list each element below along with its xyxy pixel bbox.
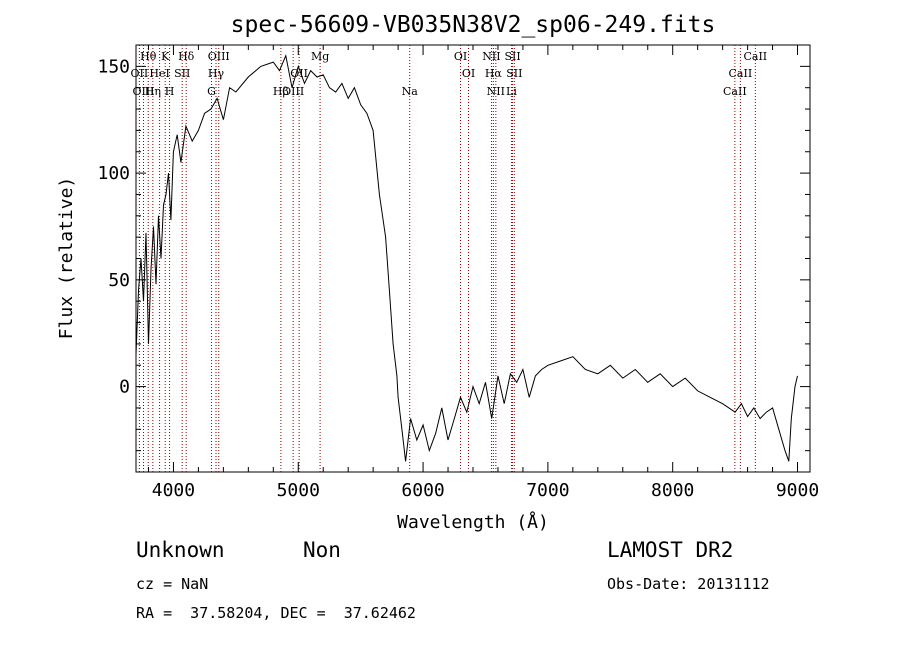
spectrum-line [135,53,798,462]
line-marker-label-15: OIII [282,85,304,98]
y-axis: 0 50 100 150 [97,44,810,473]
line-marker-label-3: Hη [145,85,161,98]
line-marker-label-17: OI [454,50,467,63]
line-marker-label-8: Hδ [178,50,195,63]
y-tick-label-2: 100 [97,163,130,184]
line-marker-label-20: SII [504,50,520,63]
line-marker-label-16: Na [402,85,419,98]
redshift-cz: cz = NaN [136,575,209,593]
line-marker-label-12: Mg [311,50,329,63]
x-axis: 4000 5000 6000 7000 8000 9000 [147,45,819,501]
object-subclass: Non [303,538,341,562]
line-marker-label-19: NII [482,50,500,63]
line-marker-label-7: H [165,85,175,98]
y-tick-label-0: 0 [119,377,130,398]
line-marker-label-23: NII [487,85,505,98]
line-marker-label-1: OII [131,67,149,80]
x-tick-label-0: 4000 [152,480,195,501]
line-marker-label-2: OIII [132,85,154,98]
line-marker-label-9: OIII [208,50,230,63]
line-marker-label-26: CaII [729,67,753,80]
line-marker-label-4: K [161,50,170,63]
x-axis-label: Wavelength (Å) [397,511,549,533]
line-marker-label-6: SII [174,67,190,80]
line-marker-label-21: Hα [485,67,503,80]
x-tick-label-3: 7000 [526,480,569,501]
x-tick-label-4: 8000 [651,480,694,501]
line-markers [138,45,756,472]
coordinates: RA = 37.58204, DEC = 37.62462 [136,604,416,622]
line-marker-label-0: Hθ [140,50,157,63]
line-marker-label-13: OII [290,67,308,80]
plot-frame [135,44,811,473]
x-tick-label-5: 9000 [776,480,819,501]
x-tick-label-2: 6000 [401,480,444,501]
line-marker-label-5: HeI [149,67,169,80]
obs-date: Obs-Date: 20131112 [607,575,770,593]
y-axis-label: Flux (relative) [56,177,77,340]
line-marker-label-24: Li [506,85,517,98]
x-tick-label-1: 5000 [277,480,320,501]
line-marker-label-18: OI [462,67,475,80]
y-tick-label-3: 150 [97,56,130,77]
line-marker-label-14: Hβ [273,85,289,98]
survey-name: LAMOST DR2 [607,538,734,562]
object-class: Unknown [136,538,225,562]
line-marker-label-10: Hγ [208,67,225,80]
line-marker-label-11: G [207,85,216,98]
line-marker-label-22: SII [506,67,522,80]
chart-title: spec-56609-VB035N38V2_sp06-249.fits [231,12,716,38]
y-tick-label-1: 50 [108,270,130,291]
line-marker-label-27: CaII [723,85,747,98]
line-marker-label-25: CaII [743,50,767,63]
